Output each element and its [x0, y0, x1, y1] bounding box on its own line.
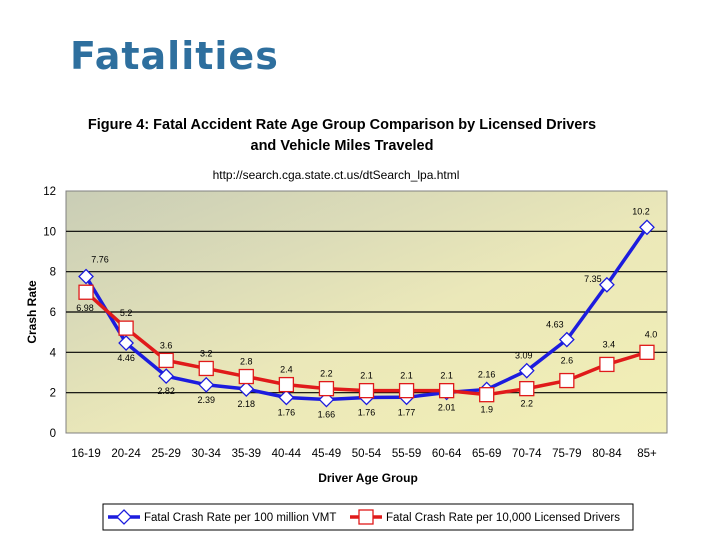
legend-label: Fatal Crash Rate per 10,000 Licensed Dri…	[386, 512, 620, 524]
data-label: 3.2	[200, 348, 213, 358]
x-tick-label: 25-29	[151, 448, 180, 460]
diamond-marker	[558, 331, 575, 348]
square-marker	[198, 360, 214, 377]
legend: Fatal Crash Rate per 100 million VMT Fata…	[102, 503, 634, 531]
diamond-marker	[639, 219, 655, 236]
x-tick-label: 60-64	[432, 448, 462, 460]
data-label: 2.6	[561, 356, 574, 366]
data-label: 1.66	[318, 410, 336, 420]
diamond-marker	[598, 276, 615, 293]
x-axis-title: Driver Age Group	[318, 471, 418, 485]
data-label: 2.1	[440, 371, 453, 381]
data-label: 10.2	[632, 206, 650, 216]
x-tick-label: 45-49	[312, 448, 341, 460]
data-label: 2.1	[360, 371, 373, 381]
data-label: 2.82	[157, 386, 175, 396]
x-tick-label: 65-69	[472, 448, 501, 460]
data-label: 1.77	[398, 407, 416, 417]
y-tick-label: 4	[50, 347, 57, 359]
data-label: 7.76	[91, 255, 109, 265]
data-label: 6.98	[76, 303, 94, 313]
diamond-marker	[118, 335, 135, 351]
legend-box	[102, 503, 634, 531]
data-label: 2.2	[521, 399, 534, 409]
chart-subtitle: and Vehicle Miles Traveled	[251, 138, 434, 154]
data-label: 1.76	[278, 408, 296, 418]
data-label: 2.01	[438, 402, 456, 412]
y-tick-label: 2	[50, 388, 56, 400]
y-tick-label: 12	[43, 186, 56, 198]
square-marker	[398, 382, 415, 399]
square-marker	[479, 387, 495, 403]
square-marker	[639, 344, 655, 360]
data-label: 2.2	[320, 369, 333, 379]
data-label: 4.46	[117, 353, 135, 363]
data-label: 2.18	[238, 399, 256, 409]
data-label: 7.35	[584, 274, 602, 284]
source-url: http://search.cga.state.ct.us/dtSearch_l…	[213, 168, 460, 182]
data-label: 2.39	[197, 395, 215, 405]
legend-square-marker	[358, 509, 374, 525]
data-label: 2.16	[478, 369, 496, 379]
data-label: 5.2	[120, 308, 133, 318]
y-tick-label: 8	[50, 267, 56, 279]
square-marker	[559, 372, 575, 389]
data-label: 2.1	[400, 371, 413, 381]
x-tick-label: 35-39	[232, 448, 261, 460]
square-marker	[358, 382, 375, 399]
x-tick-label: 75-79	[552, 448, 581, 460]
square-marker	[278, 376, 295, 393]
x-tick-label: 70-74	[512, 448, 542, 460]
x-tick-label: 20-24	[111, 448, 141, 460]
diamond-marker	[158, 368, 175, 385]
diamond-marker	[78, 268, 94, 285]
chart-title: Figure 4: Fatal Accident Rate Age Group …	[88, 117, 596, 133]
square-marker	[519, 380, 535, 397]
data-label: 4.0	[645, 329, 658, 339]
square-marker	[118, 320, 134, 336]
x-tick-label: 16-19	[71, 448, 100, 460]
diamond-marker	[238, 381, 255, 397]
y-tick-label: 6	[50, 307, 56, 319]
y-tick-label: 10	[43, 226, 56, 238]
y-tick-label: 0	[50, 428, 56, 440]
x-tick-label: 50-54	[352, 448, 382, 460]
square-marker	[599, 356, 615, 373]
square-marker	[78, 284, 94, 300]
legend-label: Fatal Crash Rate per 100 million VMT	[144, 512, 336, 524]
y-axis-title: Crash Rate	[25, 280, 39, 344]
data-label: 3.4	[603, 339, 616, 349]
x-tick-label: 55-59	[392, 448, 421, 460]
diamond-marker	[518, 362, 535, 379]
data-label: 3.6	[160, 340, 173, 350]
slide-title: Fatalities	[70, 34, 279, 78]
square-marker	[238, 368, 254, 385]
x-tick-label: 80-84	[592, 448, 622, 460]
legend-diamond-marker	[116, 509, 132, 525]
x-tick-label: 85+	[637, 448, 657, 460]
square-marker	[158, 352, 174, 369]
data-label: 3.09	[515, 351, 533, 361]
data-label: 1.76	[358, 408, 376, 418]
data-label: 4.63	[546, 320, 564, 330]
diamond-marker	[198, 376, 215, 393]
x-tick-label: 40-44	[272, 448, 302, 460]
data-label: 2.8	[240, 357, 253, 367]
data-label: 2.4	[280, 365, 293, 375]
square-marker	[318, 380, 335, 397]
x-tick-label: 30-34	[192, 448, 222, 460]
plot-area: 0 2 4 6 8 10 12 16-19 20-24 25-29 30-34 35-39 40-44 4…	[43, 186, 668, 460]
square-marker	[438, 382, 455, 399]
diamond-marker	[278, 389, 295, 406]
data-label: 1.9	[480, 405, 493, 415]
